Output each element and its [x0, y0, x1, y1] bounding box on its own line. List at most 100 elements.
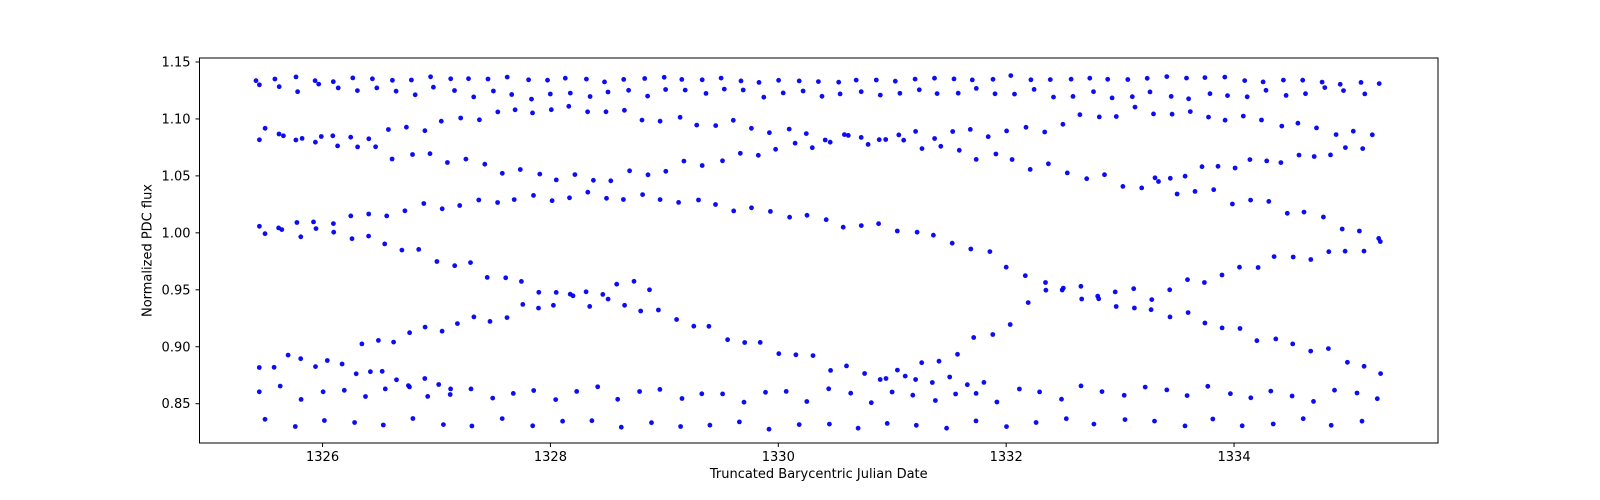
data-point: [262, 125, 268, 131]
data-point: [713, 123, 719, 128]
data-point: [1012, 91, 1017, 97]
data-point: [938, 143, 944, 149]
data-point: [382, 386, 388, 392]
data-point: [1077, 112, 1083, 118]
data-point: [622, 107, 627, 113]
data-point: [793, 352, 799, 358]
data-point: [706, 323, 712, 329]
data-point: [412, 92, 418, 98]
data-point: [511, 197, 517, 203]
data-point: [889, 389, 895, 395]
y-tick-label: 1.10: [162, 112, 191, 127]
data-point: [919, 146, 925, 152]
data-point: [394, 377, 399, 383]
data-point: [277, 383, 283, 389]
data-point: [1378, 371, 1383, 376]
data-point: [1042, 129, 1048, 135]
data-point: [285, 352, 291, 358]
data-point: [376, 338, 381, 343]
data-point: [531, 388, 537, 393]
data-point: [352, 420, 357, 425]
data-point: [499, 170, 505, 176]
data-point: [482, 161, 488, 167]
data-point: [742, 340, 748, 345]
data-point: [894, 228, 900, 234]
data-point: [603, 109, 609, 115]
data-point: [583, 289, 589, 295]
data-point: [763, 389, 768, 395]
data-point: [1345, 359, 1350, 365]
data-point: [560, 418, 565, 424]
data-point: [916, 87, 922, 93]
data-point: [776, 77, 781, 83]
data-point: [836, 79, 842, 85]
data-point: [281, 133, 286, 139]
data-point: [1132, 104, 1138, 110]
data-point: [1187, 109, 1193, 114]
data-point: [1339, 226, 1345, 232]
data-point: [1125, 77, 1131, 82]
data-point: [1131, 286, 1137, 292]
data-point: [1290, 341, 1296, 347]
data-point: [657, 197, 663, 203]
data-point: [331, 229, 337, 235]
data-point: [549, 198, 555, 204]
data-point: [792, 140, 798, 146]
data-point: [545, 77, 550, 83]
data-point: [316, 81, 322, 87]
data-point: [1164, 387, 1170, 393]
data-point: [640, 192, 645, 198]
data-point: [876, 137, 882, 143]
data-point: [929, 380, 935, 385]
data-point: [1374, 396, 1380, 402]
data-point: [406, 383, 411, 388]
data-point: [1028, 77, 1034, 83]
data-point: [1091, 89, 1096, 95]
data-point: [725, 337, 730, 343]
data-point: [842, 132, 847, 138]
data-point: [551, 302, 556, 308]
data-point: [363, 394, 368, 399]
data-point: [768, 209, 773, 214]
data-point: [604, 195, 609, 201]
data-point: [350, 75, 356, 81]
y-tick-label: 0.95: [162, 283, 191, 298]
data-point: [877, 92, 883, 98]
data-point: [676, 200, 681, 205]
data-point: [1168, 94, 1174, 99]
data-point: [934, 91, 940, 96]
data-point: [466, 76, 471, 82]
data-point: [536, 305, 541, 311]
data-point: [605, 296, 611, 302]
data-point: [868, 400, 874, 406]
data-point: [517, 167, 523, 172]
data-point: [827, 139, 833, 145]
data-point: [349, 236, 355, 242]
data-point: [1186, 96, 1191, 102]
data-point: [855, 425, 861, 431]
data-point: [1319, 79, 1325, 85]
data-point: [595, 384, 601, 390]
data-point: [749, 205, 754, 211]
data-point: [386, 127, 391, 132]
data-point: [1167, 287, 1173, 293]
data-point: [272, 76, 278, 82]
data-point: [1078, 383, 1084, 389]
data-point: [1003, 264, 1009, 270]
axes-tick-labels: 1326 1328 1330 1332 1334 0.85 0.90 0.95 1.00 1.05…: [162, 55, 1251, 465]
data-point: [1376, 81, 1382, 86]
data-point: [897, 90, 903, 96]
data-point: [293, 74, 299, 80]
data-point: [816, 79, 821, 84]
data-point: [324, 358, 330, 363]
data-point: [696, 197, 701, 203]
data-point: [491, 88, 496, 94]
data-point: [1273, 336, 1279, 342]
data-point: [587, 304, 593, 309]
data-point: [457, 203, 463, 208]
data-point: [1228, 391, 1233, 397]
data-point: [932, 75, 937, 81]
data-point: [427, 151, 433, 157]
data-point: [382, 241, 388, 247]
data-point: [913, 129, 918, 134]
